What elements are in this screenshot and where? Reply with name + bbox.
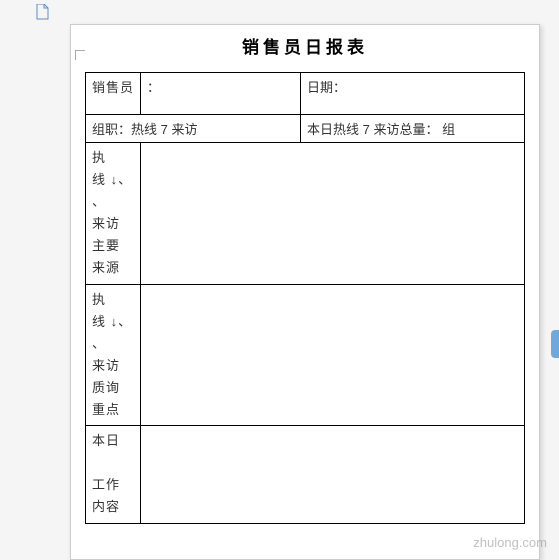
label-line: 、 [92,191,134,213]
label-line: 执 [92,289,134,311]
label-line: 来访 [92,355,134,377]
document-page: 销售员日报表 销售员 ： 日期： 组职：热线 7 来访 本日热线 7 来访总量：… [70,24,540,560]
section2-content-cell [141,284,525,426]
document-icon [35,4,49,20]
label-line: 来源 [92,257,134,279]
table-row: 执 线 ↓、 、 来访 质询 重点 [86,284,525,426]
label-line: 工作 [92,474,134,496]
position-cell: 组职：热线 7 来访 [86,115,301,143]
label-line: 线 ↓、 [92,169,134,191]
table-row: 执 线 ↓、 、 来访 主要 来源 [86,143,525,285]
label-line: 本日 [92,430,134,452]
separator: ： [147,80,160,95]
table-row: 销售员 ： 日期： [86,73,525,115]
salesperson-value-cell: ： [141,73,301,115]
label-line: 、 [92,333,134,355]
total-cell: 本日热线 7 来访总量： 组 [301,115,525,143]
label-text: 销售员 [92,80,134,95]
section3-content-cell [141,426,525,523]
table-row: 本日 工作 内容 [86,426,525,523]
corner-mark [75,50,85,60]
section3-label-cell: 本日 工作 内容 [86,426,141,523]
total-text: 本日热线 7 来访总量： 组 [307,122,455,137]
position-text: 组职：热线 7 来访 [92,122,197,137]
watermark-text: zhulong.com [473,535,547,550]
label-line: 来访 [92,213,134,235]
date-cell: 日期： [301,73,525,115]
label-line [92,452,134,474]
label-line: 重点 [92,399,134,421]
label-line: 线 ↓、 [92,311,134,333]
salesperson-label: 销售员 [86,73,141,115]
label-line: 执 [92,147,134,169]
section2-label-cell: 执 线 ↓、 、 来访 质询 重点 [86,284,141,426]
label-line: 主要 [92,235,134,257]
label-line: 质询 [92,377,134,399]
date-label: 日期： [307,80,346,95]
section1-label-cell: 执 线 ↓、 、 来访 主要 来源 [86,143,141,285]
page-title: 销售员日报表 [71,25,539,72]
side-tab-icon[interactable] [551,330,559,358]
section1-content-cell [141,143,525,285]
label-line: 内容 [92,496,134,518]
report-form-table: 销售员 ： 日期： 组职：热线 7 来访 本日热线 7 来访总量： 组 执 线 … [85,72,525,524]
table-row: 组职：热线 7 来访 本日热线 7 来访总量： 组 [86,115,525,143]
